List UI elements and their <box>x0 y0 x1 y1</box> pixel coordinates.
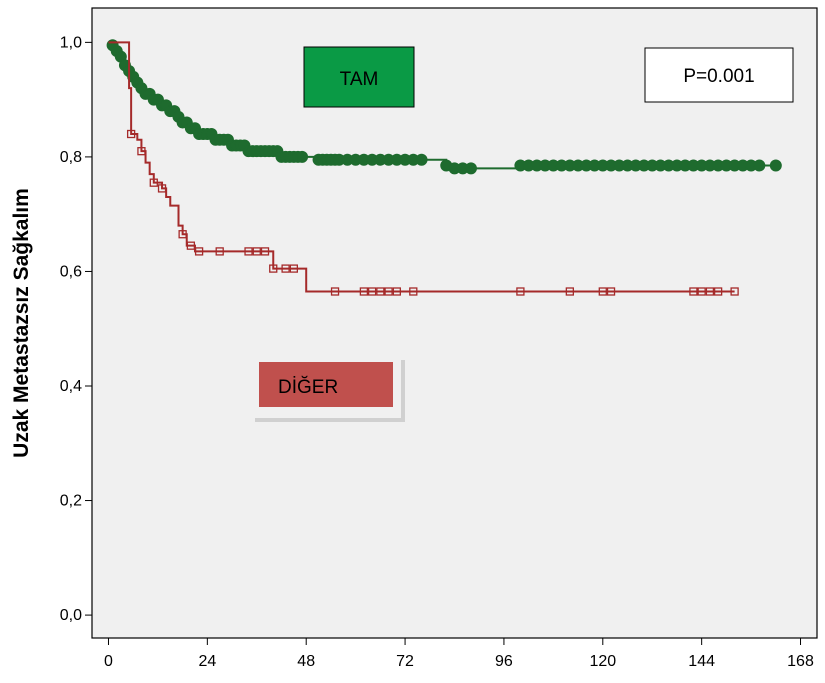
tam-legend-box: TAM <box>303 46 415 108</box>
x-tick-label: 72 <box>396 653 414 670</box>
diger-censor-point <box>606 287 616 296</box>
tam-label: TAM <box>340 69 379 90</box>
plot-background <box>91 7 818 639</box>
diger-censor-point <box>149 178 158 187</box>
diger-censor-point <box>376 287 385 296</box>
x-tick-label: 48 <box>297 653 315 670</box>
p-value-box: P=0.001 <box>644 47 794 103</box>
diger-censor-point <box>713 287 723 296</box>
diger-censor-point <box>252 247 261 256</box>
y-tick-label: 1,0 <box>60 34 82 51</box>
tam-censor-point <box>753 159 766 172</box>
tam-censor-point <box>464 162 477 175</box>
x-tick-label: 168 <box>787 653 814 670</box>
diger-censor-point <box>689 287 698 296</box>
diger-censor-point <box>289 264 298 273</box>
diger-censor-point <box>598 287 607 296</box>
diger-censor-point <box>215 247 224 256</box>
x-tick-label: 144 <box>688 653 715 670</box>
tam-censor-point <box>769 159 782 172</box>
diger-censor-point <box>384 287 393 296</box>
y-tick-label: 0,6 <box>60 263 82 280</box>
diger-censor-point <box>126 129 136 139</box>
p-value-text: P=0.001 <box>683 66 754 87</box>
y-tick-label: 0,4 <box>60 378 82 395</box>
diger-censor-point <box>565 287 574 296</box>
x-tick-label: 24 <box>198 653 216 670</box>
series-layer <box>106 39 782 296</box>
tam-censor-point <box>296 150 309 163</box>
x-axis: 0 24 48 72 96 120 144 168 <box>104 638 814 670</box>
diger-censor-point <box>705 287 715 296</box>
diger-censor-point <box>367 287 377 296</box>
y-tick-label: 0,8 <box>60 149 82 166</box>
x-tick-label: 120 <box>589 653 616 670</box>
y-axis-label: Uzak Metastazsız Sağkalım <box>10 188 33 458</box>
diger-censor-point <box>269 264 278 273</box>
diger-censor-point <box>157 184 167 193</box>
diger-censor-point <box>186 241 196 250</box>
diger-censor-point <box>516 287 525 296</box>
diger-censor-point <box>330 287 340 296</box>
diger-censor-point <box>359 287 369 296</box>
x-tick-label: 0 <box>104 653 113 670</box>
diger-censor-point <box>409 287 418 296</box>
diger-censor-point <box>260 247 270 256</box>
diger-censor-point <box>178 230 187 239</box>
diger-censor-point <box>730 287 739 296</box>
diger-censor-point <box>392 287 401 296</box>
y-tick-label: 0,2 <box>60 493 82 510</box>
x-tick-label: 96 <box>495 653 513 670</box>
diger-censor-point <box>697 287 706 296</box>
diger-censor-point <box>137 147 146 156</box>
diger-label: DİĞER <box>278 376 338 398</box>
diger-censor-point <box>281 264 290 273</box>
diger-censor-point <box>194 247 204 256</box>
y-tick-label: 0,0 <box>60 607 82 624</box>
y-axis: 0,0 0,2 0,4 0,6 0,8 1,0 <box>60 34 92 624</box>
tam-censor-point <box>415 153 428 166</box>
diger-censor-point <box>244 247 253 256</box>
diger-legend-box: DİĞER <box>255 360 405 422</box>
